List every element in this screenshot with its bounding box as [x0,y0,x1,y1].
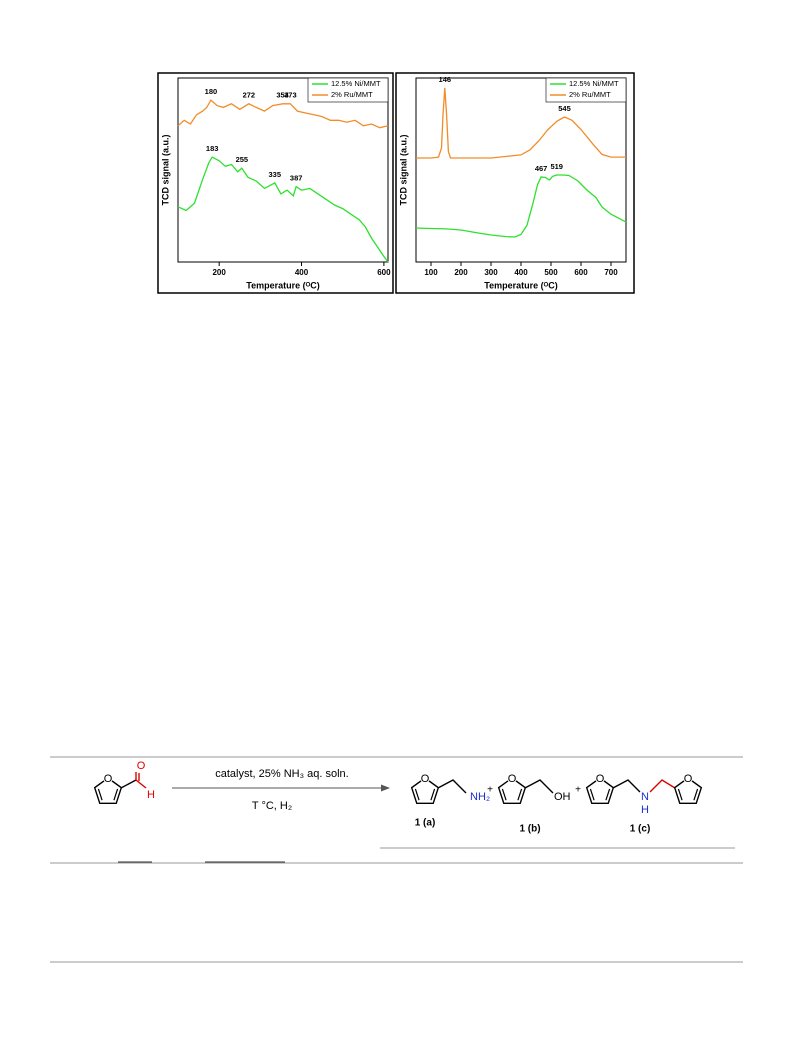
y-axis-label: TCD signal (a.u.) [398,134,408,205]
peak-label: 519 [550,162,563,171]
peak-label: 354 [276,91,289,100]
atom: O [421,773,430,785]
bond [517,788,523,801]
compound-label: 1 (b) [519,824,540,835]
atom: O [684,773,693,785]
bond [677,788,683,801]
peak-label: 387 [290,174,303,183]
bond [437,779,467,794]
x-tick-label: 200 [212,268,226,277]
bond [135,779,147,789]
ring [673,777,703,805]
bond [589,788,595,801]
atom: H [641,804,649,816]
atom: O [508,773,517,785]
legend-label: 12.5% Ni/MMT [569,79,619,88]
ring [497,777,527,805]
legend-box [307,77,389,103]
peak-label: 545 [558,104,571,113]
panel-frame [395,72,635,294]
bond [113,788,119,801]
bond [605,788,611,801]
x-tick-label: 600 [574,268,588,277]
bond [649,779,676,793]
ring [585,777,615,805]
x-tick-label: 700 [604,268,618,277]
ring [93,777,123,805]
compound-label: 1 (a) [415,818,436,829]
x-tick-label: 300 [484,268,498,277]
bond [97,788,103,801]
bond [430,788,436,801]
conditions: T °C, H₂ [252,800,292,812]
atom: O [596,773,605,785]
peak-label: 255 [236,155,249,164]
bond [612,779,641,793]
atom: O [104,773,113,785]
x-tick-label: 400 [295,268,309,277]
atom: OH [554,791,571,803]
peak-label: 272 [243,91,256,100]
x-tick-label: 400 [514,268,528,277]
atom-bg [683,773,693,783]
series-line [177,156,389,263]
peak-label: 373 [284,91,297,100]
atom: NH₂ [470,791,490,803]
plus: + [487,785,493,796]
panel-frame [157,72,394,294]
x-axis-label: Temperature (ᴼC) [484,280,558,290]
x-tick-label: 200 [454,268,468,277]
ring [410,777,440,805]
bond [120,779,137,789]
bond [414,788,420,801]
atom: N [641,791,649,803]
atom-bg [595,773,605,783]
atom-bg [103,773,113,783]
atom-bg [420,773,430,783]
plot-frame [177,77,389,263]
compound-label: 1 (c) [630,824,651,835]
peak-label: 335 [269,170,282,179]
legend-label: 2% Ru/MMT [331,90,373,99]
peak-label: 183 [206,144,219,153]
peak-label: 467 [535,164,548,173]
bond [693,788,699,801]
atom-bg [507,773,517,783]
legend-label: 2% Ru/MMT [569,90,611,99]
peak-label: 180 [205,87,218,96]
x-tick-label: 600 [377,268,391,277]
reagents: catalyst, 25% NH₃ aq. soln. [215,768,348,780]
bond [524,779,554,794]
legend-box [545,77,627,103]
series-line [415,174,627,238]
x-tick-label: 100 [424,268,438,277]
x-axis-label: Temperature (ᴼC) [246,280,320,290]
series-line [416,87,626,159]
y-axis-label: TCD signal (a.u.) [160,134,170,205]
legend-label: 12.5% Ni/MMT [331,79,381,88]
atom: H [147,789,155,801]
x-tick-label: 500 [544,268,558,277]
series-line [177,99,389,129]
atom: O [137,760,146,772]
bond [501,788,507,801]
plus: + [575,785,581,796]
peak-label: 146 [439,75,452,84]
arrow-head [381,784,390,792]
